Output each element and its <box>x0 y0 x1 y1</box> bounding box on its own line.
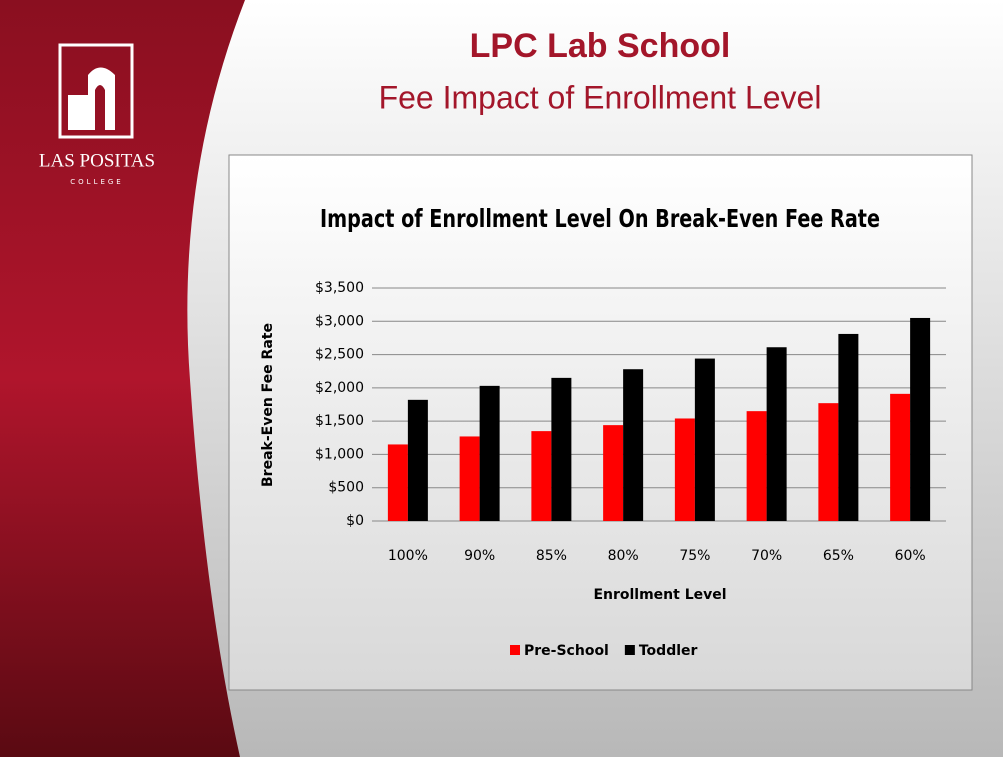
bar <box>531 431 551 521</box>
x-tick-label: 80% <box>608 548 639 564</box>
logo-name: LAS POSITAS <box>39 150 155 171</box>
slide-subtitle: Fee Impact of Enrollment Level <box>379 79 822 115</box>
legend-swatch <box>625 645 635 655</box>
x-tick-label: 85% <box>536 548 567 564</box>
bar <box>695 359 715 521</box>
x-tick-label: 100% <box>388 548 428 564</box>
bar <box>890 394 910 521</box>
slide-title: LPC Lab School <box>470 27 731 65</box>
legend-label: Toddler <box>639 643 698 659</box>
x-tick-label: 65% <box>823 548 854 564</box>
y-tick-label: $0 <box>346 513 364 529</box>
x-tick-label: 70% <box>751 548 782 564</box>
y-axis-title: Break-Even Fee Rate <box>260 323 276 487</box>
x-tick-label: 60% <box>895 548 926 564</box>
bar <box>408 400 428 521</box>
legend-swatch <box>510 645 520 655</box>
bar <box>603 425 623 521</box>
y-tick-label: $500 <box>328 480 364 496</box>
bar <box>767 347 787 521</box>
chart-title: Impact of Enrollment Level On Break-Even… <box>320 204 880 233</box>
bar <box>838 334 858 521</box>
bar <box>551 378 571 521</box>
y-tick-label: $3,500 <box>315 280 364 296</box>
y-tick-label: $1,500 <box>315 413 364 429</box>
x-tick-label: 75% <box>679 548 710 564</box>
bar <box>675 418 695 521</box>
x-axis-title: Enrollment Level <box>593 587 726 603</box>
slide: LAS POSITAS COLLEGE LPC Lab School Fee I… <box>0 0 1003 757</box>
y-tick-label: $2,500 <box>315 347 364 363</box>
logo-sub: COLLEGE <box>70 178 123 186</box>
y-tick-label: $1,000 <box>315 446 364 462</box>
bar <box>460 436 480 521</box>
page: LAS POSITAS COLLEGE LPC Lab School Fee I… <box>0 0 1003 757</box>
x-tick-label: 90% <box>464 548 495 564</box>
legend-label: Pre-School <box>524 643 609 659</box>
bar <box>388 444 408 521</box>
bar <box>818 403 838 521</box>
y-tick-label: $3,000 <box>315 313 364 329</box>
bar <box>623 369 643 521</box>
bar <box>747 411 767 521</box>
y-tick-label: $2,000 <box>315 380 364 396</box>
bar <box>910 318 930 521</box>
bar <box>480 386 500 521</box>
